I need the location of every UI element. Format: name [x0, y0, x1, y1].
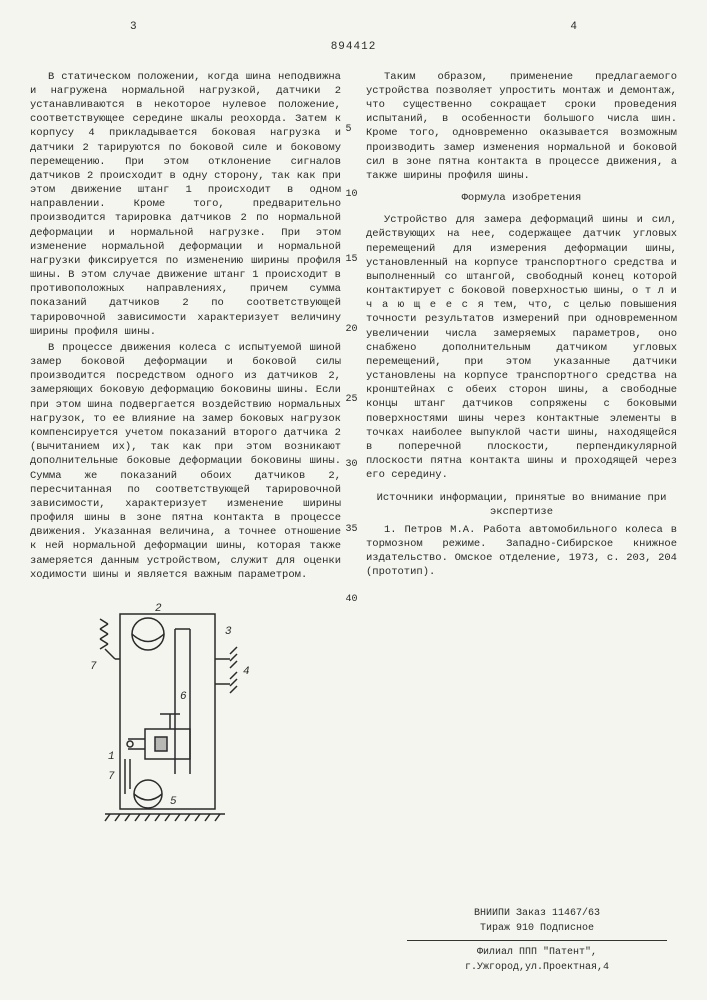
line-marker: 15	[346, 255, 358, 265]
line-marker: 10	[346, 190, 358, 200]
figure-label-4: 4	[243, 666, 250, 678]
footer-info: ВНИИПИ Заказ 11467/63 Тираж 910 Подписно…	[407, 906, 667, 975]
page-number-left: 3	[130, 20, 137, 35]
page-number-right: 4	[570, 20, 577, 35]
figure-area: 1 2 3 4 5 6 7 7	[30, 599, 677, 829]
formula-title: Формула изобретения	[366, 191, 677, 205]
paragraph: Таким образом, применение предлагаемого …	[366, 70, 677, 183]
figure-label-5: 5	[170, 796, 177, 808]
technical-drawing: 1 2 3 4 5 6 7 7	[30, 599, 310, 829]
figure-label-2: 2	[155, 603, 162, 615]
footer-line4: г.Ужгород,ул.Проектная,4	[407, 960, 667, 975]
figure-label-3: 3	[225, 626, 232, 638]
line-marker: 25	[346, 395, 358, 405]
paragraph: 1. Петров М.А. Работа автомобильного кол…	[366, 523, 677, 580]
line-marker: 40	[346, 595, 358, 605]
figure-label-6: 6	[180, 691, 187, 703]
left-column: В статическом положении, когда шина непо…	[30, 70, 341, 584]
figure-label-7b: 7	[90, 661, 97, 673]
footer-line1: ВНИИПИ Заказ 11467/63	[407, 906, 667, 921]
line-marker: 35	[346, 525, 358, 535]
footer-line2: Тираж 910 Подписное	[407, 921, 667, 936]
line-marker: 5	[346, 125, 352, 135]
figure-label-1: 1	[108, 751, 115, 763]
footer-line3: Филиал ППП "Патент",	[407, 945, 667, 960]
line-marker: 30	[346, 460, 358, 470]
figure-label-7: 7	[108, 771, 115, 783]
document-number: 894412	[30, 40, 677, 55]
sources-title: Источники информации, принятые во вниман…	[366, 491, 677, 519]
right-column: Таким образом, применение предлагаемого …	[366, 70, 677, 584]
paragraph: В процессе движения колеса с испытуемой …	[30, 341, 341, 582]
line-marker: 20	[346, 325, 358, 335]
paragraph: В статическом положении, когда шина непо…	[30, 70, 341, 339]
paragraph: Устройство для замера деформаций шины и …	[366, 213, 677, 482]
